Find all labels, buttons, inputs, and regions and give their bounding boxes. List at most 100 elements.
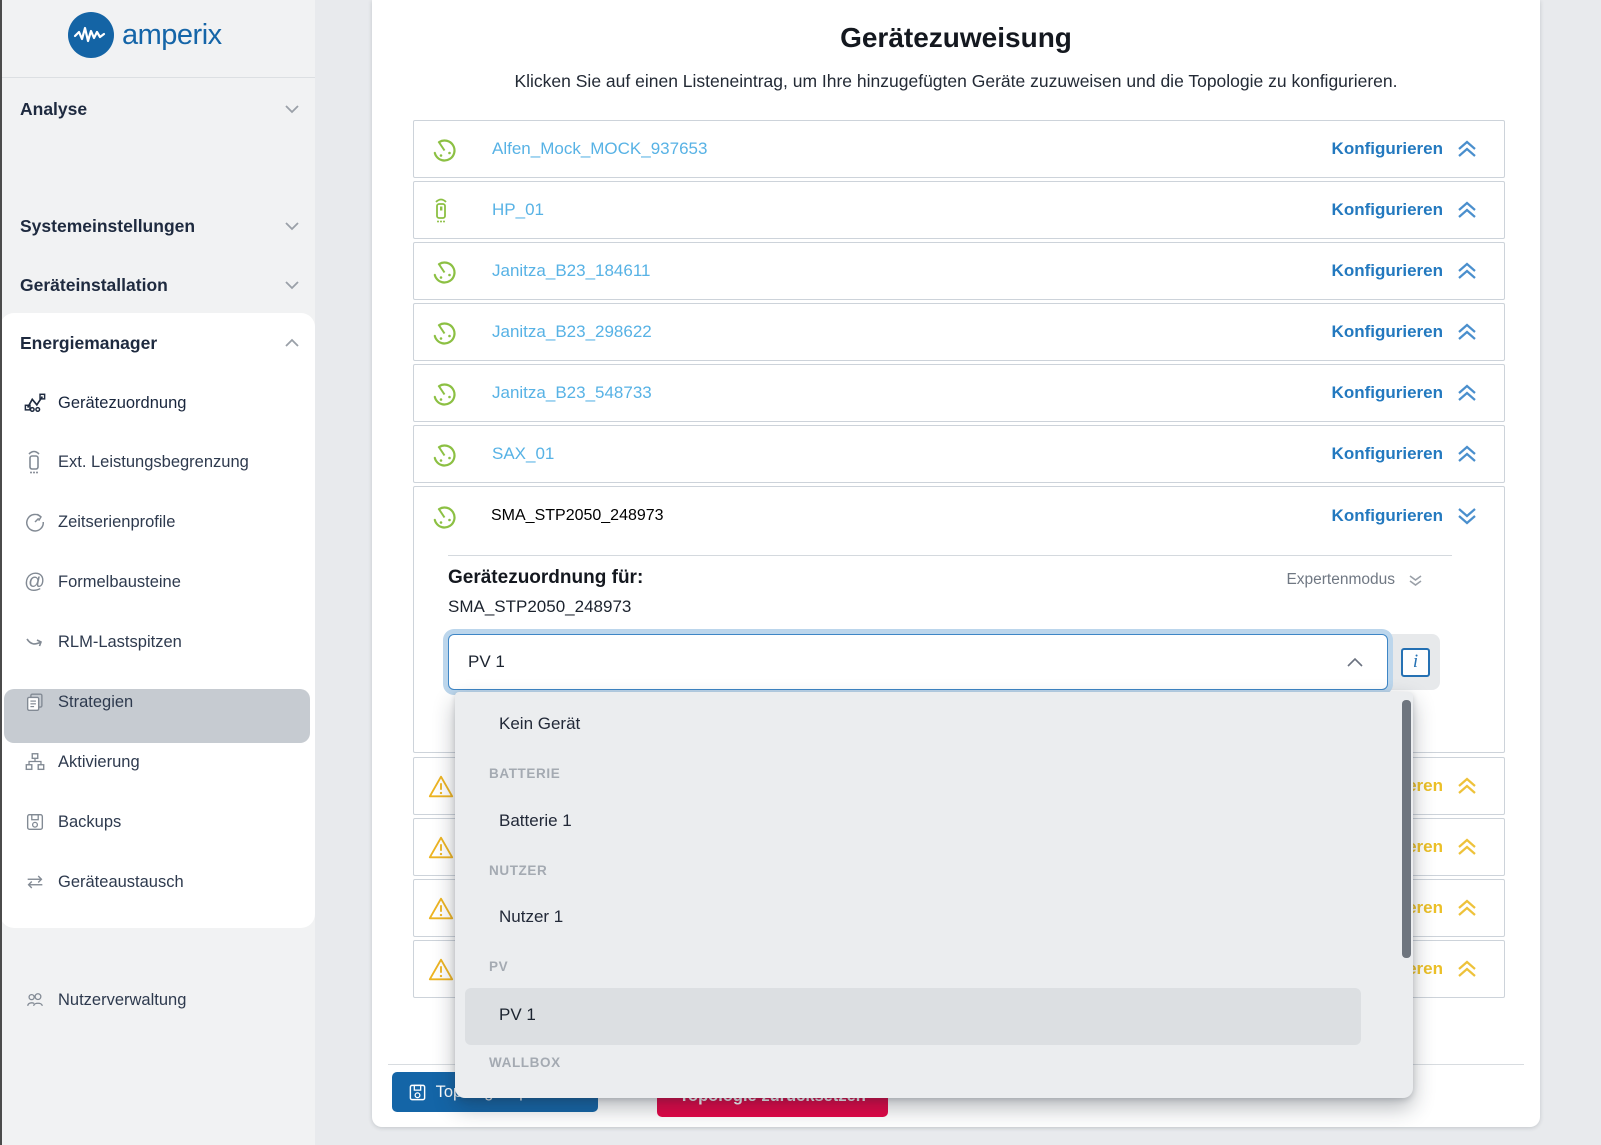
device-name-link[interactable]: HP_01 <box>492 200 544 219</box>
device-name-link[interactable]: SMA_STP2050_248973 <box>491 507 664 524</box>
dropdown-option-label: PV 1 <box>499 1005 536 1024</box>
page-title: Gerätezuweisung <box>840 22 1072 53</box>
sidebar-item-zeitserienprofile[interactable]: Zeitserienprofile <box>0 502 315 542</box>
floppy-disk-icon <box>408 1083 427 1102</box>
meter-gauge-icon <box>431 503 458 530</box>
dropdown-option-batterie-1[interactable]: Batterie 1 <box>499 811 572 830</box>
sidebar-item-geraeteaustausch[interactable]: Geräteaustausch <box>0 862 315 902</box>
meter-gauge-icon <box>431 136 459 163</box>
select-value: PV 1 <box>468 652 505 671</box>
dropdown-option-kein-geraet[interactable]: Kein Gerät <box>499 714 581 733</box>
arrow-down-right-icon <box>24 630 46 654</box>
configure-button[interactable]: Konfigurieren <box>1332 320 1481 344</box>
double-chevron-up-icon <box>1453 957 1481 981</box>
sidebar-divider <box>0 77 315 78</box>
chevron-down-icon <box>283 220 301 232</box>
at-sign-icon: @ <box>24 570 46 593</box>
sidebar-section-analyse[interactable]: Analyse <box>20 94 301 124</box>
device-name-link[interactable]: Alfen_Mock_MOCK_937653 <box>492 139 708 158</box>
sidebar-item-ext-leistungsbegrenzung[interactable]: Ext. Leistungsbegrenzung <box>0 442 315 482</box>
double-chevron-up-icon <box>1453 896 1481 920</box>
window-edge <box>0 0 2 1145</box>
device-row[interactable]: SAX_01 Konfigurieren <box>413 425 1505 483</box>
sidebar-item-label: Strategien <box>58 692 134 711</box>
sidebar-item-formelbausteine[interactable]: @ Formelbausteine <box>0 562 315 602</box>
configure-button[interactable]: Konfigurieren <box>1332 137 1481 161</box>
expert-mode-label: Expertenmodus <box>1286 571 1395 588</box>
dropdown-group-nutzer: NUTZER <box>489 863 548 878</box>
page-subtitle: Klicken Sie auf einen Listeneintrag, um … <box>514 71 1398 91</box>
chevron-down-icon <box>283 279 301 291</box>
configure-label: Konfigurieren <box>1331 506 1443 525</box>
warning-triangle-icon <box>427 956 455 983</box>
sidebar-item-nutzerverwaltung[interactable]: Nutzerverwaltung <box>0 980 315 1020</box>
device-select-dropdown: Kein Gerät BATTERIE Batterie 1 NUTZER Nu… <box>455 692 1413 1098</box>
nodes-icon <box>24 391 46 415</box>
dropdown-scrollbar[interactable] <box>1402 700 1411 958</box>
sidebar: amperix Analyse Systemeinstellungen Gerä… <box>0 0 315 1145</box>
configure-label: Konfigurieren <box>1331 261 1443 280</box>
sidebar-section-geraeteinstallation[interactable]: Geräteinstallation <box>20 270 301 300</box>
floppy-disk-icon <box>24 810 46 834</box>
configure-button[interactable]: Konfigurieren <box>1332 259 1481 283</box>
remote-control-icon <box>24 450 46 474</box>
device-row[interactable]: HP_01 Konfigurieren <box>413 181 1505 239</box>
divider <box>448 555 1452 556</box>
configure-label: Konfigurieren <box>1331 383 1443 402</box>
warning-triangle-icon <box>427 895 455 922</box>
sidebar-item-strategien[interactable]: Strategien <box>0 682 315 722</box>
section-label: Systemeinstellungen <box>20 215 196 236</box>
device-row[interactable]: Janitza_B23_548733 Konfigurieren <box>413 364 1505 422</box>
dropdown-option-nutzer-1[interactable]: Nutzer 1 <box>499 907 564 926</box>
device-name-link[interactable]: Janitza_B23_298622 <box>492 322 652 341</box>
sidebar-item-label: Zeitserienprofile <box>58 512 176 531</box>
double-chevron-up-icon <box>1453 381 1481 405</box>
device-name-link[interactable]: Janitza_B23_548733 <box>492 383 652 402</box>
meter-gauge-icon <box>431 319 459 346</box>
assignment-heading: Gerätezuordnung für: <box>448 567 644 588</box>
device-row[interactable]: SMA_STP2050_248973 Konfigurieren <box>414 487 1504 545</box>
device-assignment-control: PV 1 i <box>448 634 1440 690</box>
energiemanager-panel: Energiemanager Gerätezuordnung Ext. Leis… <box>0 313 315 928</box>
configure-button[interactable]: Konfigurieren <box>1332 442 1481 466</box>
double-chevron-down-icon <box>1407 573 1424 588</box>
configure-button[interactable]: Konfigurieren <box>1332 504 1481 528</box>
expert-mode-toggle[interactable]: Expertenmodus <box>1286 571 1424 589</box>
double-chevron-down-icon <box>1453 504 1481 528</box>
sidebar-section-systemeinstellungen[interactable]: Systemeinstellungen <box>20 211 301 241</box>
device-row[interactable]: Janitza_B23_184611 Konfigurieren <box>413 242 1505 300</box>
device-row[interactable]: Alfen_Mock_MOCK_937653 Konfigurieren <box>413 120 1505 178</box>
dropdown-option-pv-1-selected[interactable]: PV 1 <box>465 988 1361 1045</box>
configure-label: Konfigurieren <box>1331 139 1443 158</box>
sidebar-item-geraetezuordnung[interactable]: Gerätezuordnung <box>0 383 315 423</box>
sidebar-item-backups[interactable]: Backups <box>0 802 315 842</box>
assignment-device-name: SMA_STP2050_248973 <box>448 597 632 616</box>
dropdown-group-wallbox: WALLBOX <box>489 1055 561 1070</box>
sidebar-item-label: RLM-Lastspitzen <box>58 632 182 651</box>
device-select[interactable]: PV 1 <box>448 634 1388 690</box>
info-icon: i <box>1401 647 1430 677</box>
double-chevron-up-icon <box>1453 137 1481 161</box>
section-label: Analyse <box>20 98 88 119</box>
sidebar-item-label: Formelbausteine <box>58 572 181 591</box>
double-chevron-up-icon <box>1453 774 1481 798</box>
info-button[interactable]: i <box>1391 634 1440 690</box>
sidebar-item-aktivierung[interactable]: Aktivierung <box>0 742 315 782</box>
sidebar-item-rlm-lastspitzen[interactable]: RLM-Lastspitzen <box>0 622 315 662</box>
meter-gauge-icon <box>431 441 459 468</box>
selected-item-background <box>4 689 310 743</box>
chevron-up-icon <box>283 337 301 349</box>
sidebar-section-energiemanager[interactable]: Energiemanager <box>20 328 301 358</box>
device-row[interactable]: Janitza_B23_298622 Konfigurieren <box>413 303 1505 361</box>
configure-label: Konfigurieren <box>1331 444 1443 463</box>
configure-button[interactable]: Konfigurieren <box>1332 381 1481 405</box>
configure-button[interactable]: Konfigurieren <box>1332 198 1481 222</box>
heatpump-icon <box>431 196 459 224</box>
sidebar-item-label: Gerätezuordnung <box>58 393 187 412</box>
dropdown-group-pv: PV <box>489 959 509 974</box>
device-name-link[interactable]: SAX_01 <box>492 444 555 463</box>
logo-text: amperix <box>122 18 222 51</box>
sidebar-item-label: Ext. Leistungsbegrenzung <box>58 452 249 471</box>
device-name-link[interactable]: Janitza_B23_184611 <box>492 261 651 280</box>
amperix-logo[interactable]: amperix <box>68 12 222 58</box>
